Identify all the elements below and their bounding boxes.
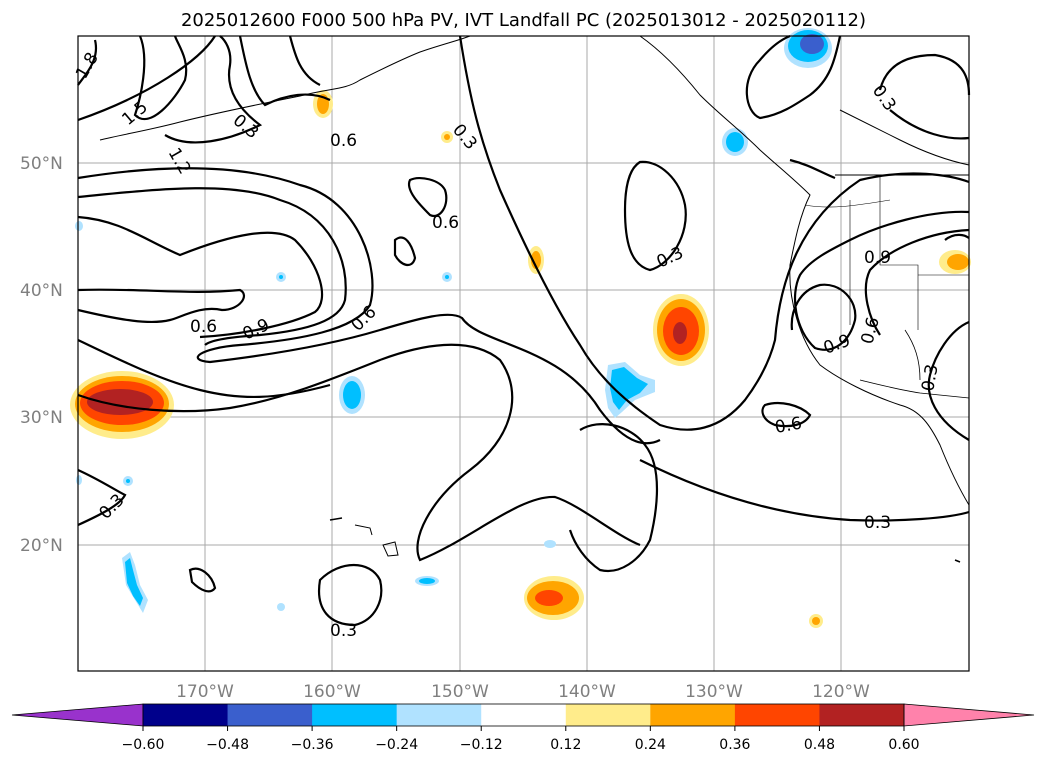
lat-label: 50°N	[20, 154, 63, 174]
pv-contours	[77, 34, 971, 627]
pv-contour-line	[238, 35, 331, 107]
pv-contour-line	[77, 39, 98, 86]
pv-contour-line	[288, 35, 321, 86]
latitude-labels: 50°N 40°N 30°N 20°N	[20, 154, 63, 556]
contour-label: 0.6	[432, 213, 459, 233]
pv-contour-line	[407, 176, 448, 218]
colorbar-tick-label: −0.60	[122, 737, 165, 753]
colorbar-segment	[565, 704, 651, 726]
colorbar-segment	[481, 704, 567, 726]
pv-contour-line	[878, 53, 971, 96]
colorbar: −0.60 −0.48 −0.36 −0.24 −0.12 0.12 0.24 0.36 0.4…	[11, 703, 1035, 753]
colorbar-segment	[650, 704, 736, 726]
map-title: 2025012600 F000 500 hPa PV, IVT Landfall…	[180, 10, 867, 31]
pv-contour-line	[77, 215, 324, 339]
pv-contour-line	[133, 35, 188, 121]
pv-contour-line	[77, 187, 347, 346]
pv-contour-line	[393, 236, 417, 267]
pv-contour-line	[77, 288, 246, 324]
colorbar-tick-label: 0.48	[804, 737, 835, 753]
colorbar-tick-label: 0.36	[719, 737, 750, 753]
contour-label: 0.6	[330, 131, 357, 151]
pv-contour-line	[889, 109, 970, 140]
lon-label: 120°W	[812, 682, 870, 702]
contour-label: 0.3	[918, 363, 942, 393]
pv-contour-line	[77, 167, 661, 445]
lon-label: 170°W	[176, 682, 234, 702]
pv-contour-line	[639, 459, 970, 522]
colorbar-segment	[312, 704, 398, 726]
pv-contour-line	[317, 564, 383, 627]
coastlines	[99, 35, 970, 563]
pv-contour-line	[458, 35, 970, 431]
colorbar-tick-label: −0.48	[206, 737, 249, 753]
pv-contour-line	[745, 34, 842, 120]
graticule	[78, 36, 969, 671]
colorbar-tick-label: −0.12	[460, 737, 503, 753]
contour-label: 0.3	[864, 513, 891, 533]
colorbar-tick-label: −0.24	[375, 737, 418, 753]
pv-contour-line	[77, 468, 127, 527]
pv-contour-line	[790, 210, 970, 351]
colorbar-segment	[819, 704, 905, 726]
lat-label: 30°N	[20, 408, 63, 428]
pv-contour-line	[927, 320, 970, 441]
plot-frame	[77, 35, 970, 672]
colorbar-tick-label: −0.36	[291, 737, 334, 753]
colorbar-segment	[396, 704, 482, 726]
colorbar-extend-high	[903, 703, 1035, 727]
lat-label: 20°N	[20, 536, 63, 556]
colorbar-segment	[227, 704, 313, 726]
colorbar-tick-label: 0.60	[888, 737, 919, 753]
colorbar-tick-label: 0.24	[635, 737, 666, 753]
pv-contour-line	[623, 160, 687, 272]
lon-label: 160°W	[303, 682, 361, 702]
colorbar-segment	[734, 704, 820, 726]
colorbar-frame	[142, 703, 905, 727]
contour-label: 0.6	[190, 317, 217, 337]
pv-contour-line	[77, 343, 641, 562]
longitude-labels: 170°W 160°W 150°W 140°W 130°W 120°W	[176, 682, 870, 702]
contour-label: 0.6	[773, 414, 803, 438]
pv-contour-line	[761, 401, 812, 428]
pv-contour-line	[568, 423, 659, 573]
pv-contour-line	[188, 567, 217, 593]
colorbar-segment	[143, 704, 229, 726]
ivt-shading	[70, 28, 971, 628]
lat-label: 40°N	[20, 281, 63, 301]
plot-area	[78, 36, 969, 671]
contour-label: 0.3	[330, 621, 357, 641]
lon-label: 150°W	[431, 682, 489, 702]
lon-label: 140°W	[558, 682, 616, 702]
contour-label: 0.9	[864, 248, 891, 268]
lon-label: 130°W	[685, 682, 743, 702]
pv-contour-line	[864, 228, 970, 336]
pv-contour-line	[789, 158, 836, 180]
colorbar-tick-label: 0.12	[550, 737, 581, 753]
pv-contour-line	[77, 35, 216, 122]
colorbar-extend-low	[11, 703, 144, 727]
pv-contour-line	[944, 233, 970, 241]
